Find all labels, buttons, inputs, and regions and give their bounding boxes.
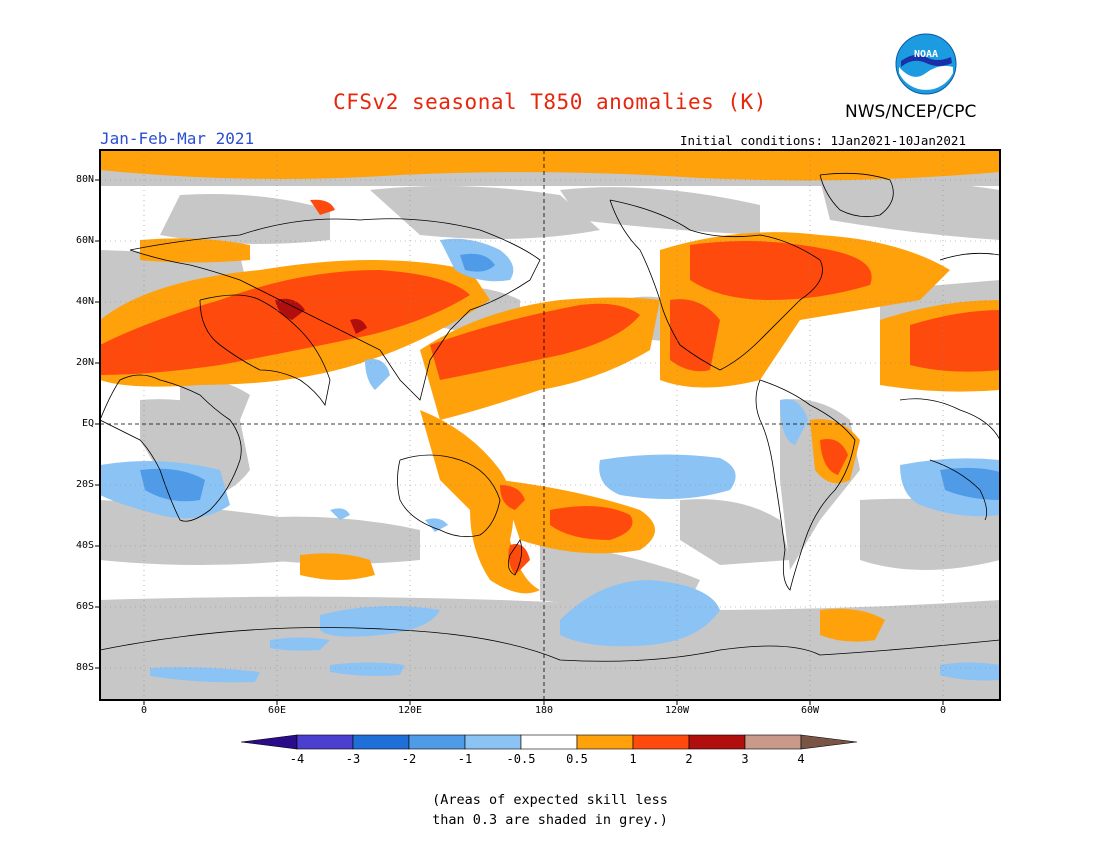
colorbar-cell bbox=[632, 734, 690, 750]
initial-conditions: Initial conditions: 1Jan2021-10Jan2021 bbox=[680, 133, 966, 148]
colorbar-cell bbox=[352, 734, 410, 750]
footnote-line-1: (Areas of expected skill less bbox=[432, 792, 668, 808]
lon-label-180: 180 bbox=[534, 705, 554, 716]
colorbar-label: 2 bbox=[685, 752, 693, 766]
chart-title: CFSv2 seasonal T850 anomalies (K) bbox=[333, 90, 767, 114]
coastlines bbox=[100, 172, 1000, 662]
lon-label-120e: 120E bbox=[397, 705, 423, 716]
lon-label-0-right: 0 bbox=[939, 705, 947, 716]
lon-label-120w: 120W bbox=[664, 705, 690, 716]
ticks bbox=[95, 179, 944, 705]
colorbar-label: 0.5 bbox=[566, 752, 588, 766]
positive-anomaly-areas bbox=[100, 150, 1000, 642]
colorbar-label: -1 bbox=[457, 752, 473, 766]
colorbar-cell bbox=[800, 734, 858, 750]
lon-label-60w: 60W bbox=[800, 705, 820, 716]
colorbar-cell bbox=[296, 734, 354, 750]
very-strong-positive-anomaly-areas bbox=[275, 298, 367, 334]
colorbar-cell bbox=[520, 734, 578, 750]
lat-label-20s: 20S bbox=[75, 479, 94, 490]
lat-label-eq: EQ bbox=[81, 418, 94, 429]
low-skill-areas bbox=[100, 168, 1000, 700]
colorbar-label: -3 bbox=[345, 752, 361, 766]
colorbar-cell bbox=[688, 734, 746, 750]
colorbar-cell bbox=[464, 734, 522, 750]
lon-label-60e: 60E bbox=[267, 705, 287, 716]
lat-label-80n: 80N bbox=[75, 174, 94, 185]
map-background bbox=[100, 150, 1000, 700]
lat-label-60s: 60S bbox=[75, 601, 94, 612]
noaa-logo: NOAA bbox=[895, 33, 957, 95]
lat-label-40s: 40S bbox=[75, 540, 94, 551]
map-frame bbox=[99, 149, 1001, 701]
strong-positive-anomaly-areas bbox=[100, 199, 1000, 575]
agency-label: NWS/NCEP/CPC bbox=[845, 102, 977, 122]
colorbar-cell bbox=[240, 734, 298, 750]
colorbar-label: -4 bbox=[289, 752, 305, 766]
logo-text: NOAA bbox=[914, 49, 938, 60]
colorbar-cell bbox=[408, 734, 466, 750]
colorbar-label: 1 bbox=[629, 752, 637, 766]
moderate-negative-anomaly-areas bbox=[140, 253, 1000, 502]
colorbar-label: -2 bbox=[401, 752, 417, 766]
lat-label-60n: 60N bbox=[75, 235, 94, 246]
colorbar-cell bbox=[744, 734, 802, 750]
colorbar-label: 4 bbox=[797, 752, 805, 766]
footnote-line-2: than 0.3 are shaded in grey.) bbox=[432, 812, 668, 828]
lat-label-20n: 20N bbox=[75, 357, 94, 368]
season-label: Jan-Feb-Mar 2021 bbox=[100, 129, 255, 148]
lon-label-0: 0 bbox=[140, 705, 148, 716]
graticule bbox=[100, 150, 1000, 700]
colorbar-cell bbox=[576, 734, 634, 750]
lat-label-80s: 80S bbox=[75, 662, 94, 673]
negative-anomaly-areas bbox=[100, 238, 1000, 683]
lat-label-40n: 40N bbox=[75, 296, 94, 307]
colorbar-label: 3 bbox=[741, 752, 749, 766]
colorbar-label: -0.5 bbox=[506, 752, 536, 766]
